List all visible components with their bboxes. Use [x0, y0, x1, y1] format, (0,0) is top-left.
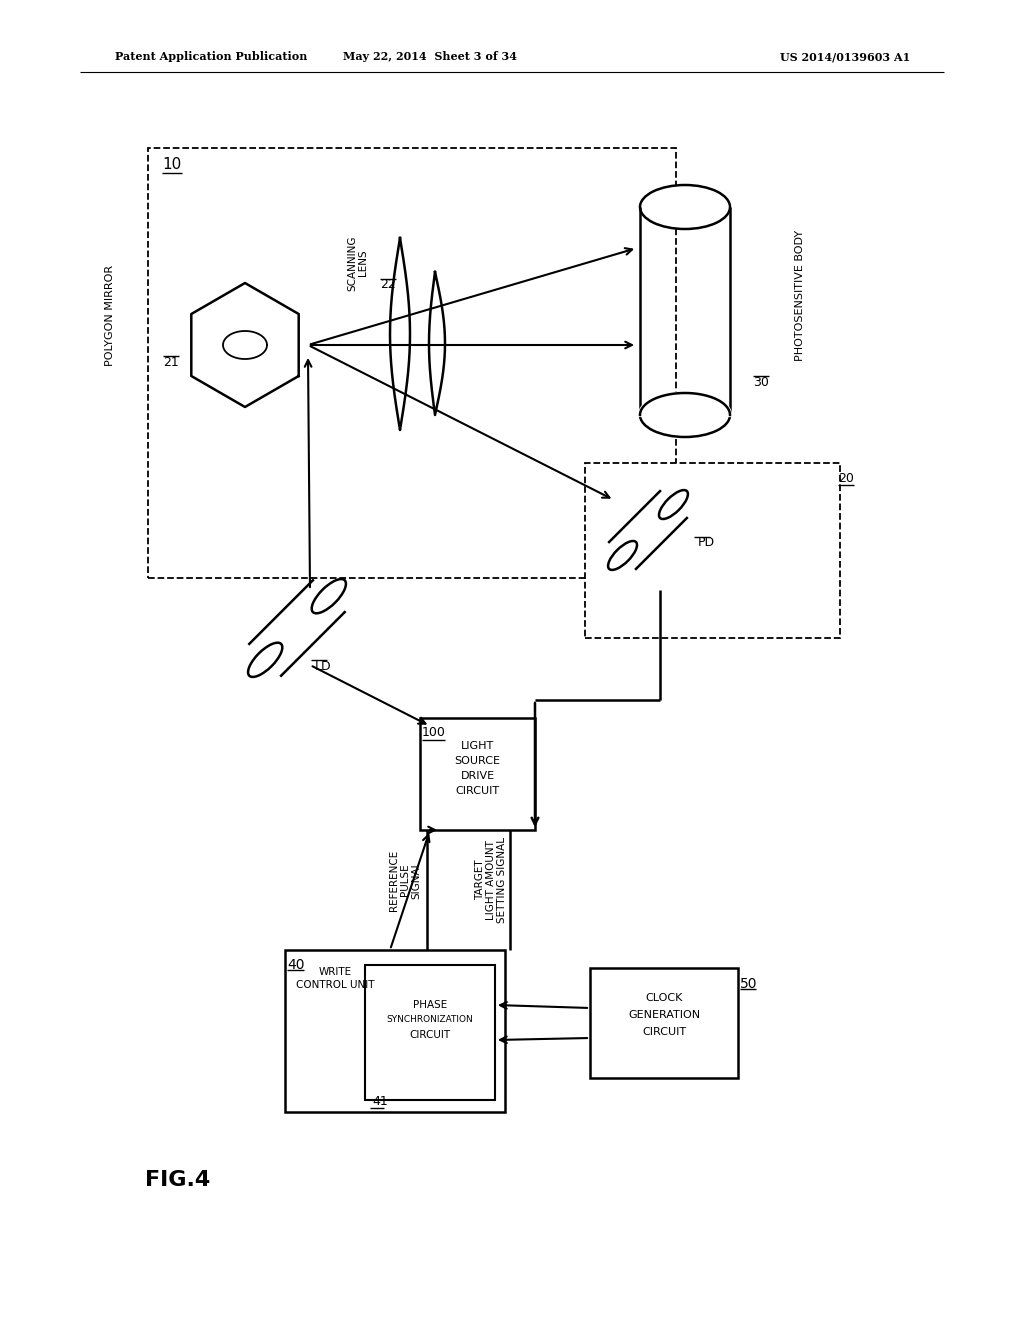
Text: 40: 40: [287, 958, 304, 972]
Text: CIRCUIT: CIRCUIT: [410, 1030, 451, 1040]
Ellipse shape: [659, 490, 688, 519]
Text: SIGNAL: SIGNAL: [411, 861, 421, 899]
Text: LIGHT AMOUNT: LIGHT AMOUNT: [486, 840, 496, 920]
Text: FIG.4: FIG.4: [145, 1170, 210, 1191]
Bar: [585, 463, 840, 638]
Text: SYNCHRONIZATION: SYNCHRONIZATION: [387, 1015, 473, 1024]
Text: CLOCK: CLOCK: [645, 993, 683, 1003]
Text: WRITE: WRITE: [318, 968, 351, 977]
Text: PHASE: PHASE: [413, 1001, 447, 1010]
Text: 10: 10: [162, 157, 181, 172]
Text: 22: 22: [380, 279, 395, 292]
Text: DRIVE: DRIVE: [461, 771, 495, 781]
Text: CIRCUIT: CIRCUIT: [642, 1027, 686, 1038]
Bar: [365, 965, 495, 1100]
Ellipse shape: [640, 393, 730, 437]
Text: SOURCE: SOURCE: [455, 756, 501, 766]
Text: SETTING SIGNAL: SETTING SIGNAL: [497, 837, 507, 923]
Text: TARGET: TARGET: [475, 859, 485, 900]
Text: LENS: LENS: [358, 249, 368, 276]
Text: 30: 30: [753, 376, 769, 389]
Text: PHOTOSENSITIVE BODY: PHOTOSENSITIVE BODY: [795, 230, 805, 360]
Ellipse shape: [248, 643, 283, 677]
Text: 41: 41: [372, 1096, 388, 1107]
Text: PD: PD: [698, 536, 715, 549]
Bar: [420, 718, 535, 830]
Text: CIRCUIT: CIRCUIT: [456, 785, 500, 796]
Text: Patent Application Publication: Patent Application Publication: [115, 51, 307, 62]
Text: 21: 21: [163, 355, 179, 368]
Text: 20: 20: [838, 473, 854, 484]
Text: US 2014/0139603 A1: US 2014/0139603 A1: [780, 51, 910, 62]
Ellipse shape: [608, 541, 637, 570]
Text: 100: 100: [422, 726, 445, 739]
Text: LD: LD: [315, 660, 332, 673]
Text: GENERATION: GENERATION: [628, 1010, 700, 1020]
Text: PULSE: PULSE: [400, 863, 410, 896]
Text: SCANNING: SCANNING: [347, 235, 357, 290]
Bar: [590, 968, 738, 1078]
Text: LIGHT: LIGHT: [461, 741, 495, 751]
Text: REFERENCE: REFERENCE: [389, 849, 399, 911]
Bar: [148, 148, 676, 578]
Ellipse shape: [311, 579, 346, 614]
Bar: [285, 950, 505, 1111]
Text: CONTROL UNIT: CONTROL UNIT: [296, 979, 374, 990]
Text: May 22, 2014  Sheet 3 of 34: May 22, 2014 Sheet 3 of 34: [343, 51, 517, 62]
Text: 50: 50: [740, 977, 758, 991]
Text: POLYGON MIRROR: POLYGON MIRROR: [105, 264, 115, 366]
Ellipse shape: [640, 185, 730, 228]
